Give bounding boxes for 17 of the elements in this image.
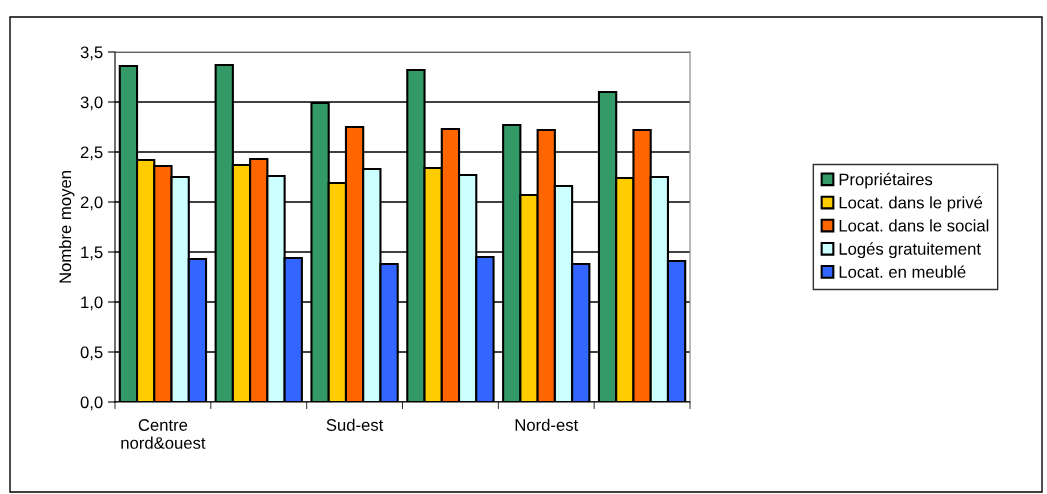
y-tick-label: 0,5 [80, 346, 103, 361]
legend-label: Locat. dans le social [839, 219, 989, 232]
legend-label: Propriétaires [839, 172, 933, 189]
y-tick-label: 1,0 [81, 296, 103, 311]
legend-label: Locat. dans le privé [839, 196, 983, 212]
y-tick-label: 2,0 [80, 196, 103, 211]
x-tick-label: Nord-est [515, 418, 579, 431]
legend-label: Logés gratuitement [839, 242, 981, 259]
y-tick-label: 2,5 [80, 146, 103, 161]
y-tick-label: 3,0 [80, 96, 103, 111]
x-tick-label: Sud-est [326, 418, 384, 431]
y-axis-title: Nombre moyen [58, 171, 75, 283]
y-tick-label: 3,5 [80, 46, 103, 61]
x-tick-label: Centre nord&ouest [121, 419, 206, 449]
y-tick-label: 1,5 [81, 246, 103, 261]
y-tick-label: 0,0 [80, 396, 103, 411]
legend-label: Locat. en meublé [839, 265, 966, 278]
